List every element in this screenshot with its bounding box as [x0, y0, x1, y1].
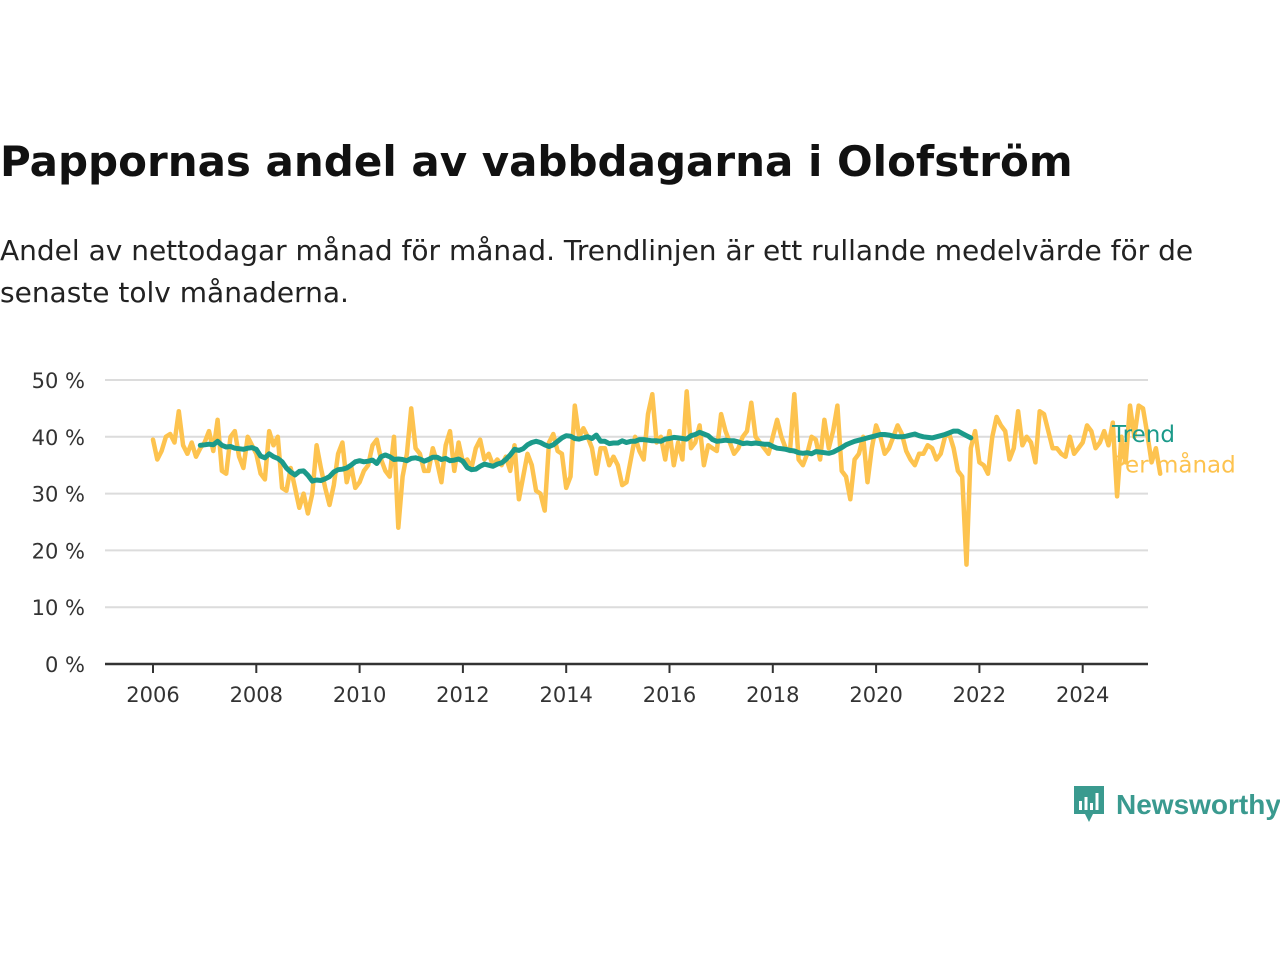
- x-axis: 2006 2008 2010 2012 2014 2016 2018 2020 2022 2024: [126, 664, 1109, 707]
- y-tick-label: 10 %: [32, 596, 85, 620]
- x-tick-label: 2008: [230, 683, 283, 707]
- y-tick-label: 20 %: [32, 539, 85, 563]
- newsworthy-logo: Newsworthy: [1072, 784, 1280, 826]
- y-axis-labels: 0 % 10 % 20 % 30 % 40 % 50 %: [32, 369, 85, 677]
- y-tick-label: 40 %: [32, 426, 85, 450]
- x-tick-label: 2024: [1056, 683, 1109, 707]
- x-tick-label: 2010: [333, 683, 386, 707]
- series-lines: [150, 389, 1163, 567]
- series-line-per-m-nad: [150, 389, 1163, 567]
- x-tick-label: 2006: [126, 683, 179, 707]
- chart-subtitle: Andel av nettodagar månad för månad. Tre…: [0, 234, 1194, 309]
- y-tick-label: 30 %: [32, 483, 85, 507]
- line-chart: 0 % 10 % 20 % 30 % 40 % 50 % 2006 2008 2010 2012…: [32, 369, 1236, 707]
- x-tick-label: 2022: [953, 683, 1006, 707]
- legend-label-trend: Trend: [1111, 422, 1175, 448]
- x-tick-label: 2012: [436, 683, 489, 707]
- legend: Per månad Trend: [1111, 422, 1236, 479]
- newsworthy-logo-icon: [1074, 786, 1104, 822]
- chart-title: Pappornas andel av vabbdagarna i Olofstr…: [0, 137, 1073, 186]
- x-tick-label: 2018: [746, 683, 799, 707]
- series-line-trend: [197, 428, 974, 484]
- newsworthy-logo-text: Newsworthy: [1116, 789, 1280, 820]
- x-tick-label: 2016: [643, 683, 696, 707]
- grid-lines: [105, 379, 1148, 609]
- x-tick-label: 2020: [849, 683, 902, 707]
- x-tick-label: 2014: [539, 683, 592, 707]
- legend-label-per-m-nad: Per månad: [1112, 451, 1236, 479]
- y-tick-label: 50 %: [32, 369, 85, 393]
- y-tick-label: 0 %: [45, 653, 85, 677]
